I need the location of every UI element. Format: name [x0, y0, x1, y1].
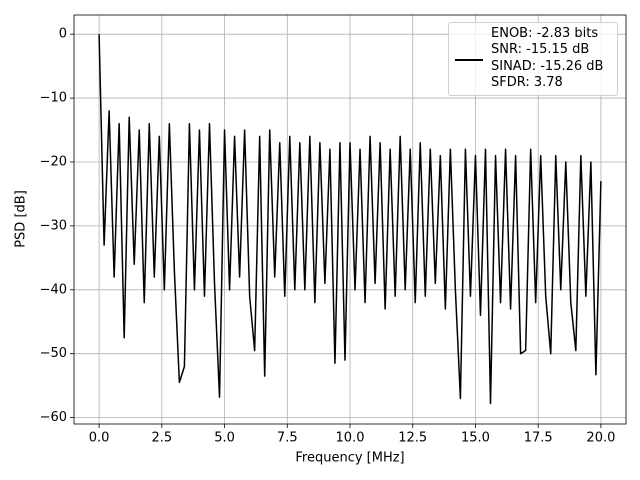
legend-label: ENOB: -2.83 bits SNR: -15.15 dB SINAD: -… — [491, 26, 604, 90]
y-tick-label: −30 — [40, 218, 67, 233]
y-axis-label: PSD [dB] — [14, 190, 29, 248]
y-tick-label: 0 — [59, 27, 67, 42]
legend: ENOB: -2.83 bits SNR: -15.15 dB SINAD: -… — [448, 22, 618, 96]
y-tick-label: −20 — [40, 154, 67, 169]
data-line — [98, 34, 602, 405]
x-tick-label: 2.5 — [151, 431, 172, 446]
x-axis-label: Frequency [MHz] — [295, 451, 404, 466]
plot-frame — [73, 14, 627, 425]
legend-swatch — [455, 59, 483, 61]
x-tick-label: 7.5 — [277, 431, 298, 446]
x-tick-label: 0.0 — [89, 431, 110, 446]
y-tick-label: −60 — [40, 410, 67, 425]
y-tick-label: −10 — [40, 91, 67, 106]
y-tick-label: −50 — [40, 346, 67, 361]
x-tick-label: 15.0 — [461, 431, 490, 446]
y-tick-label: −40 — [40, 282, 67, 297]
x-tick-label: 12.5 — [398, 431, 427, 446]
x-tick-label: 17.5 — [524, 431, 553, 446]
x-tick-label: 20.0 — [586, 431, 615, 446]
x-tick-label: 5.0 — [214, 431, 235, 446]
x-tick-label: 10.0 — [336, 431, 365, 446]
